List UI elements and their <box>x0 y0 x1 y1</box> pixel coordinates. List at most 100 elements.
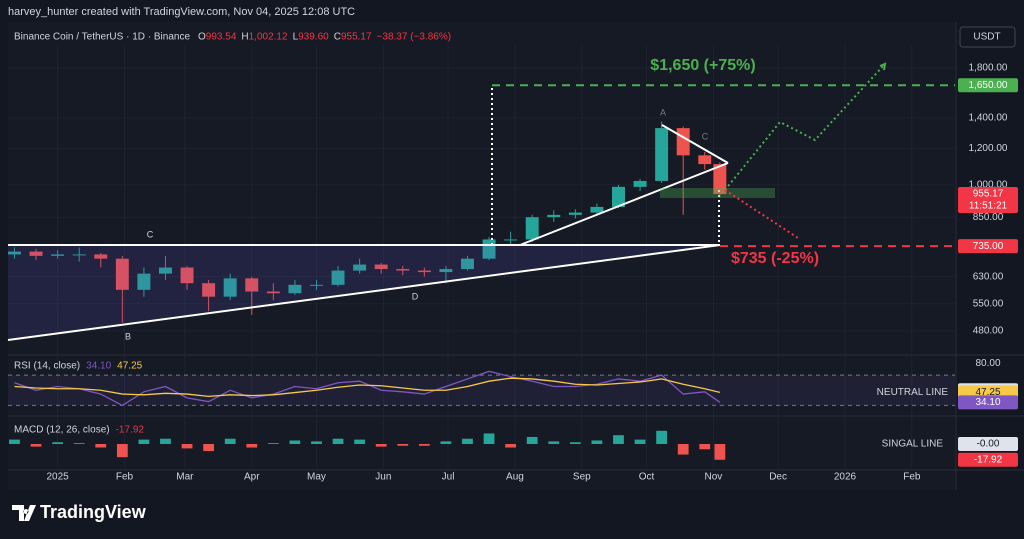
macd-bar <box>375 444 387 447</box>
macd-bar <box>30 444 42 447</box>
ohlc-key: H <box>241 32 248 43</box>
candle-body <box>417 270 431 273</box>
candle-body <box>655 128 669 181</box>
candle-body <box>51 254 65 256</box>
level-label: SINGAL LINE <box>882 439 944 450</box>
annotation: B <box>125 331 131 341</box>
macd-bar <box>418 444 430 446</box>
candle-body <box>266 291 280 294</box>
y-tick-label: 80.00 <box>975 358 1000 369</box>
macd-bar <box>246 444 258 448</box>
price-tag <box>958 452 1018 467</box>
macd-bar <box>462 438 473 444</box>
price-tag <box>958 395 1018 410</box>
macd-bar <box>9 439 20 444</box>
credit: harvey_hunter created with TradingView.c… <box>8 6 355 18</box>
macd-bar <box>699 444 711 450</box>
x-tick-label: Oct <box>639 472 655 483</box>
macd-bar <box>138 439 150 444</box>
macd-bar <box>677 444 689 455</box>
grid <box>8 45 955 468</box>
x-tick-label: May <box>307 472 326 483</box>
macd-bar <box>354 439 366 444</box>
macd-bar <box>591 440 603 444</box>
candle-body <box>676 128 690 156</box>
macd-bar <box>569 442 581 444</box>
pane-value: 47.25 <box>117 361 142 372</box>
ohlc-key: L <box>293 32 299 43</box>
candle-body <box>223 278 237 297</box>
x-tick-label: Dec <box>769 472 787 483</box>
price-tag <box>958 78 1018 93</box>
candle-body <box>590 206 604 213</box>
macd-bar <box>613 435 624 444</box>
y-tick-label: 1,400.00 <box>969 113 1008 124</box>
macd-bar <box>332 438 344 444</box>
candle-body <box>8 251 21 255</box>
macd-bar <box>548 441 560 444</box>
ohlc-value: 955.17 <box>341 32 372 43</box>
ohlc-value: 993.54 <box>206 32 237 43</box>
x-tick-label: Feb <box>116 472 134 483</box>
pane-value: -17.92 <box>116 425 145 436</box>
ohlc-value: 1,002.12 <box>249 32 288 43</box>
annotation: C <box>702 131 709 141</box>
candle-body <box>331 270 345 285</box>
y-tick-label: 550.00 <box>973 298 1004 309</box>
ohlc-key: O <box>198 32 206 43</box>
candle-body <box>396 269 410 271</box>
candle-body <box>353 264 367 271</box>
arrow-head <box>879 62 887 71</box>
level-label: NEUTRAL LINE <box>877 387 949 398</box>
price-tag-label: -0.00 <box>977 439 1000 450</box>
pane-value: 34.10 <box>86 361 111 372</box>
candle-body <box>288 284 302 294</box>
y-tick-label: 1,000.00 <box>969 180 1008 191</box>
macd-bar <box>440 441 452 444</box>
macd-bar <box>267 443 279 444</box>
candle-body <box>245 278 259 292</box>
candle-body <box>202 283 216 297</box>
currency-button[interactable] <box>959 26 1016 48</box>
macd-bar <box>203 444 215 452</box>
price-tag-label: 955.17 <box>973 189 1004 200</box>
macd-bar <box>656 430 668 444</box>
pane-title: RSI (14, close) <box>14 361 80 372</box>
annotation: A <box>660 107 666 117</box>
support-line <box>7 244 721 341</box>
candle-body <box>461 258 474 270</box>
macd-bar <box>289 440 301 444</box>
annotation: D <box>412 291 419 301</box>
y-tick-label: 1,200.00 <box>969 143 1008 154</box>
x-tick-label: 2026 <box>834 472 857 483</box>
macd-bar <box>634 439 646 444</box>
macd-bar <box>483 433 495 444</box>
logo-icon <box>12 505 36 521</box>
candle-body <box>713 164 727 195</box>
candle-body <box>698 155 712 165</box>
candle-body <box>547 214 561 218</box>
macd-bar <box>160 438 171 444</box>
price-tag-label: -17.92 <box>974 454 1003 465</box>
macd-bar <box>311 441 322 444</box>
macd-bar <box>52 442 64 444</box>
triangle-upper <box>661 124 729 164</box>
x-tick-label: Jul <box>442 472 455 483</box>
candle-body <box>504 239 518 241</box>
candle-body <box>633 180 647 187</box>
ohlc-value: 939.60 <box>298 32 329 43</box>
macd-bar <box>73 443 85 444</box>
macd-bar <box>714 444 726 460</box>
macd-bar <box>181 444 193 449</box>
y-tick-label: 1,800.00 <box>969 63 1008 74</box>
price-tag-label: 34.10 <box>975 397 1000 408</box>
price-tag-label: 47.25 <box>975 387 1000 398</box>
candle-body <box>568 212 582 215</box>
price-tag <box>958 186 1018 213</box>
price-tag-label: 735.00 <box>973 241 1004 252</box>
macd-bar <box>397 444 409 446</box>
candle-body <box>374 264 388 270</box>
currency[interactable]: USDT <box>973 32 1000 43</box>
rsi-band <box>8 375 955 406</box>
ohlc-key: C <box>334 32 341 43</box>
